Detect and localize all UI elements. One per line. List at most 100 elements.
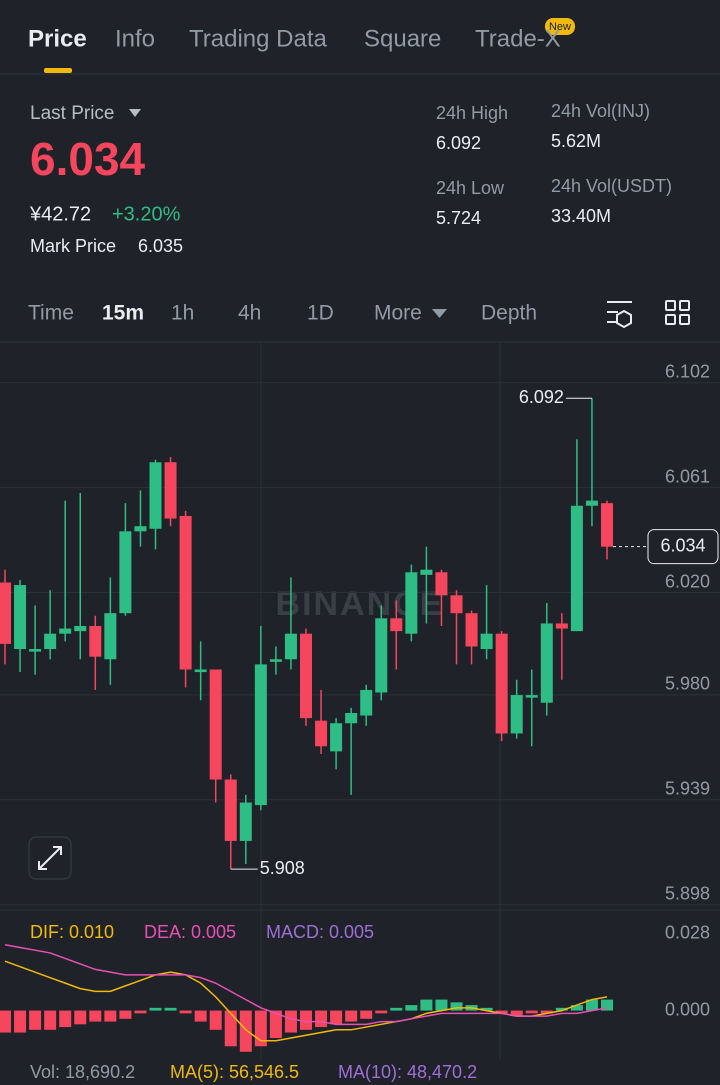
interval[interactable]: 15m bbox=[102, 302, 144, 325]
legend-entry: DIF: 0.010 bbox=[30, 922, 114, 942]
macd-bar bbox=[149, 1007, 162, 1011]
volume-legend: MA(5): 56,546.5 bbox=[170, 1062, 299, 1082]
macd-bar bbox=[345, 1010, 358, 1022]
candle-body bbox=[390, 618, 403, 632]
tab-indicator bbox=[44, 68, 72, 73]
candle-body bbox=[134, 526, 147, 532]
candle-body bbox=[480, 633, 493, 650]
stat-label: 24h Vol(INJ) bbox=[551, 101, 650, 121]
candle-body bbox=[555, 623, 568, 629]
candle-body bbox=[224, 779, 237, 841]
candle-body bbox=[149, 462, 162, 529]
candle-body bbox=[194, 669, 207, 673]
candle-body bbox=[570, 505, 583, 632]
candle-body bbox=[14, 585, 27, 650]
macd-bar bbox=[194, 1010, 207, 1022]
macd-bar bbox=[209, 1010, 222, 1030]
macd-bar bbox=[179, 1010, 192, 1014]
stat-value: 5.724 bbox=[436, 208, 481, 228]
candle-body bbox=[420, 569, 433, 575]
macd-bar bbox=[585, 999, 598, 1011]
macd-bar bbox=[555, 1007, 568, 1011]
interval[interactable]: 4h bbox=[238, 302, 261, 325]
legend-entry: MACD: 0.005 bbox=[266, 922, 374, 942]
candle-body bbox=[254, 664, 267, 806]
tab[interactable]: Trade-X bbox=[475, 25, 561, 52]
interval[interactable]: 1D bbox=[307, 302, 334, 325]
volume-legend: Vol: 18,690.2 bbox=[30, 1062, 135, 1082]
last-price-tag: 6.034 bbox=[660, 535, 705, 555]
candle-body bbox=[435, 572, 448, 596]
tab[interactable]: Info bbox=[115, 25, 155, 52]
tab[interactable]: Trading Data bbox=[189, 25, 328, 52]
mark-price-label: Mark Price bbox=[30, 236, 116, 256]
last-price-label[interactable]: Last Price bbox=[30, 103, 114, 124]
expand-button[interactable] bbox=[28, 836, 72, 880]
layout-icon[interactable] bbox=[665, 300, 690, 325]
y-tick-label: 6.020 bbox=[665, 571, 710, 591]
mark-price: 6.035 bbox=[138, 236, 183, 256]
candle-body bbox=[119, 531, 132, 614]
macd-bar bbox=[14, 1010, 27, 1033]
macd-bar bbox=[601, 999, 613, 1011]
candle-body bbox=[29, 649, 42, 652]
candle-body bbox=[525, 695, 538, 698]
low-label: 5.908 bbox=[260, 858, 305, 878]
stat-value: 33.40M bbox=[551, 206, 611, 226]
macd-bar bbox=[300, 1010, 312, 1030]
candle-body bbox=[495, 633, 508, 734]
candle-body bbox=[360, 689, 373, 716]
candle-body bbox=[209, 669, 222, 780]
candle-body bbox=[164, 462, 177, 519]
high-label: 6.092 bbox=[519, 387, 564, 407]
indicator-icon[interactable] bbox=[607, 301, 632, 329]
stat-label: 24h Vol(USDT) bbox=[551, 176, 672, 196]
macd-bar bbox=[254, 1010, 267, 1047]
last-price-box bbox=[647, 529, 719, 565]
candle-body bbox=[601, 503, 613, 547]
macd-bar bbox=[0, 1010, 11, 1033]
macd-bar bbox=[269, 1010, 282, 1039]
macd-bar bbox=[134, 1010, 147, 1014]
candle-body bbox=[375, 618, 388, 693]
stat-value: 6.092 bbox=[436, 133, 481, 153]
volume-legend: MA(10): 48,470.2 bbox=[338, 1062, 477, 1082]
candle-body bbox=[585, 500, 598, 506]
candle-body bbox=[269, 659, 282, 662]
macd-bar bbox=[540, 1010, 553, 1014]
tab[interactable]: Square bbox=[364, 25, 441, 52]
dea-line bbox=[4, 943, 608, 1026]
y-tick-label: 0.000 bbox=[665, 999, 710, 1019]
macd-bar bbox=[495, 1010, 508, 1014]
interval[interactable]: 1h bbox=[171, 302, 194, 325]
dropdown-arrow bbox=[432, 309, 447, 318]
macd-bar bbox=[239, 1010, 252, 1052]
price-change: +3.20% bbox=[112, 203, 181, 225]
candle-body bbox=[104, 613, 117, 660]
macd-bar bbox=[525, 1010, 538, 1014]
candle-body bbox=[89, 626, 102, 657]
candle-body bbox=[345, 712, 358, 724]
y-tick-label: 5.980 bbox=[665, 674, 710, 694]
candle-body bbox=[405, 572, 418, 634]
interval[interactable]: Depth bbox=[481, 302, 537, 325]
y-tick-label: 0.028 bbox=[665, 922, 710, 942]
tab[interactable]: Price bbox=[28, 25, 87, 52]
macd-bar bbox=[570, 1005, 583, 1011]
macd-bar bbox=[480, 1007, 493, 1011]
macd-bar bbox=[405, 1005, 418, 1011]
interval[interactable]: More bbox=[374, 302, 422, 325]
y-tick-label: 5.939 bbox=[665, 778, 710, 798]
candle-body bbox=[179, 515, 192, 670]
candle-body bbox=[284, 633, 297, 660]
candle-body bbox=[300, 633, 312, 719]
stat-value: 5.62M bbox=[551, 131, 601, 151]
macd-bar bbox=[29, 1010, 42, 1030]
candle-body bbox=[59, 628, 72, 634]
last-price: 6.034 bbox=[30, 133, 146, 185]
macd-bar bbox=[330, 1010, 343, 1025]
candle-body bbox=[510, 695, 523, 734]
macd-bar bbox=[284, 1010, 297, 1033]
interval[interactable]: Time bbox=[28, 302, 74, 325]
